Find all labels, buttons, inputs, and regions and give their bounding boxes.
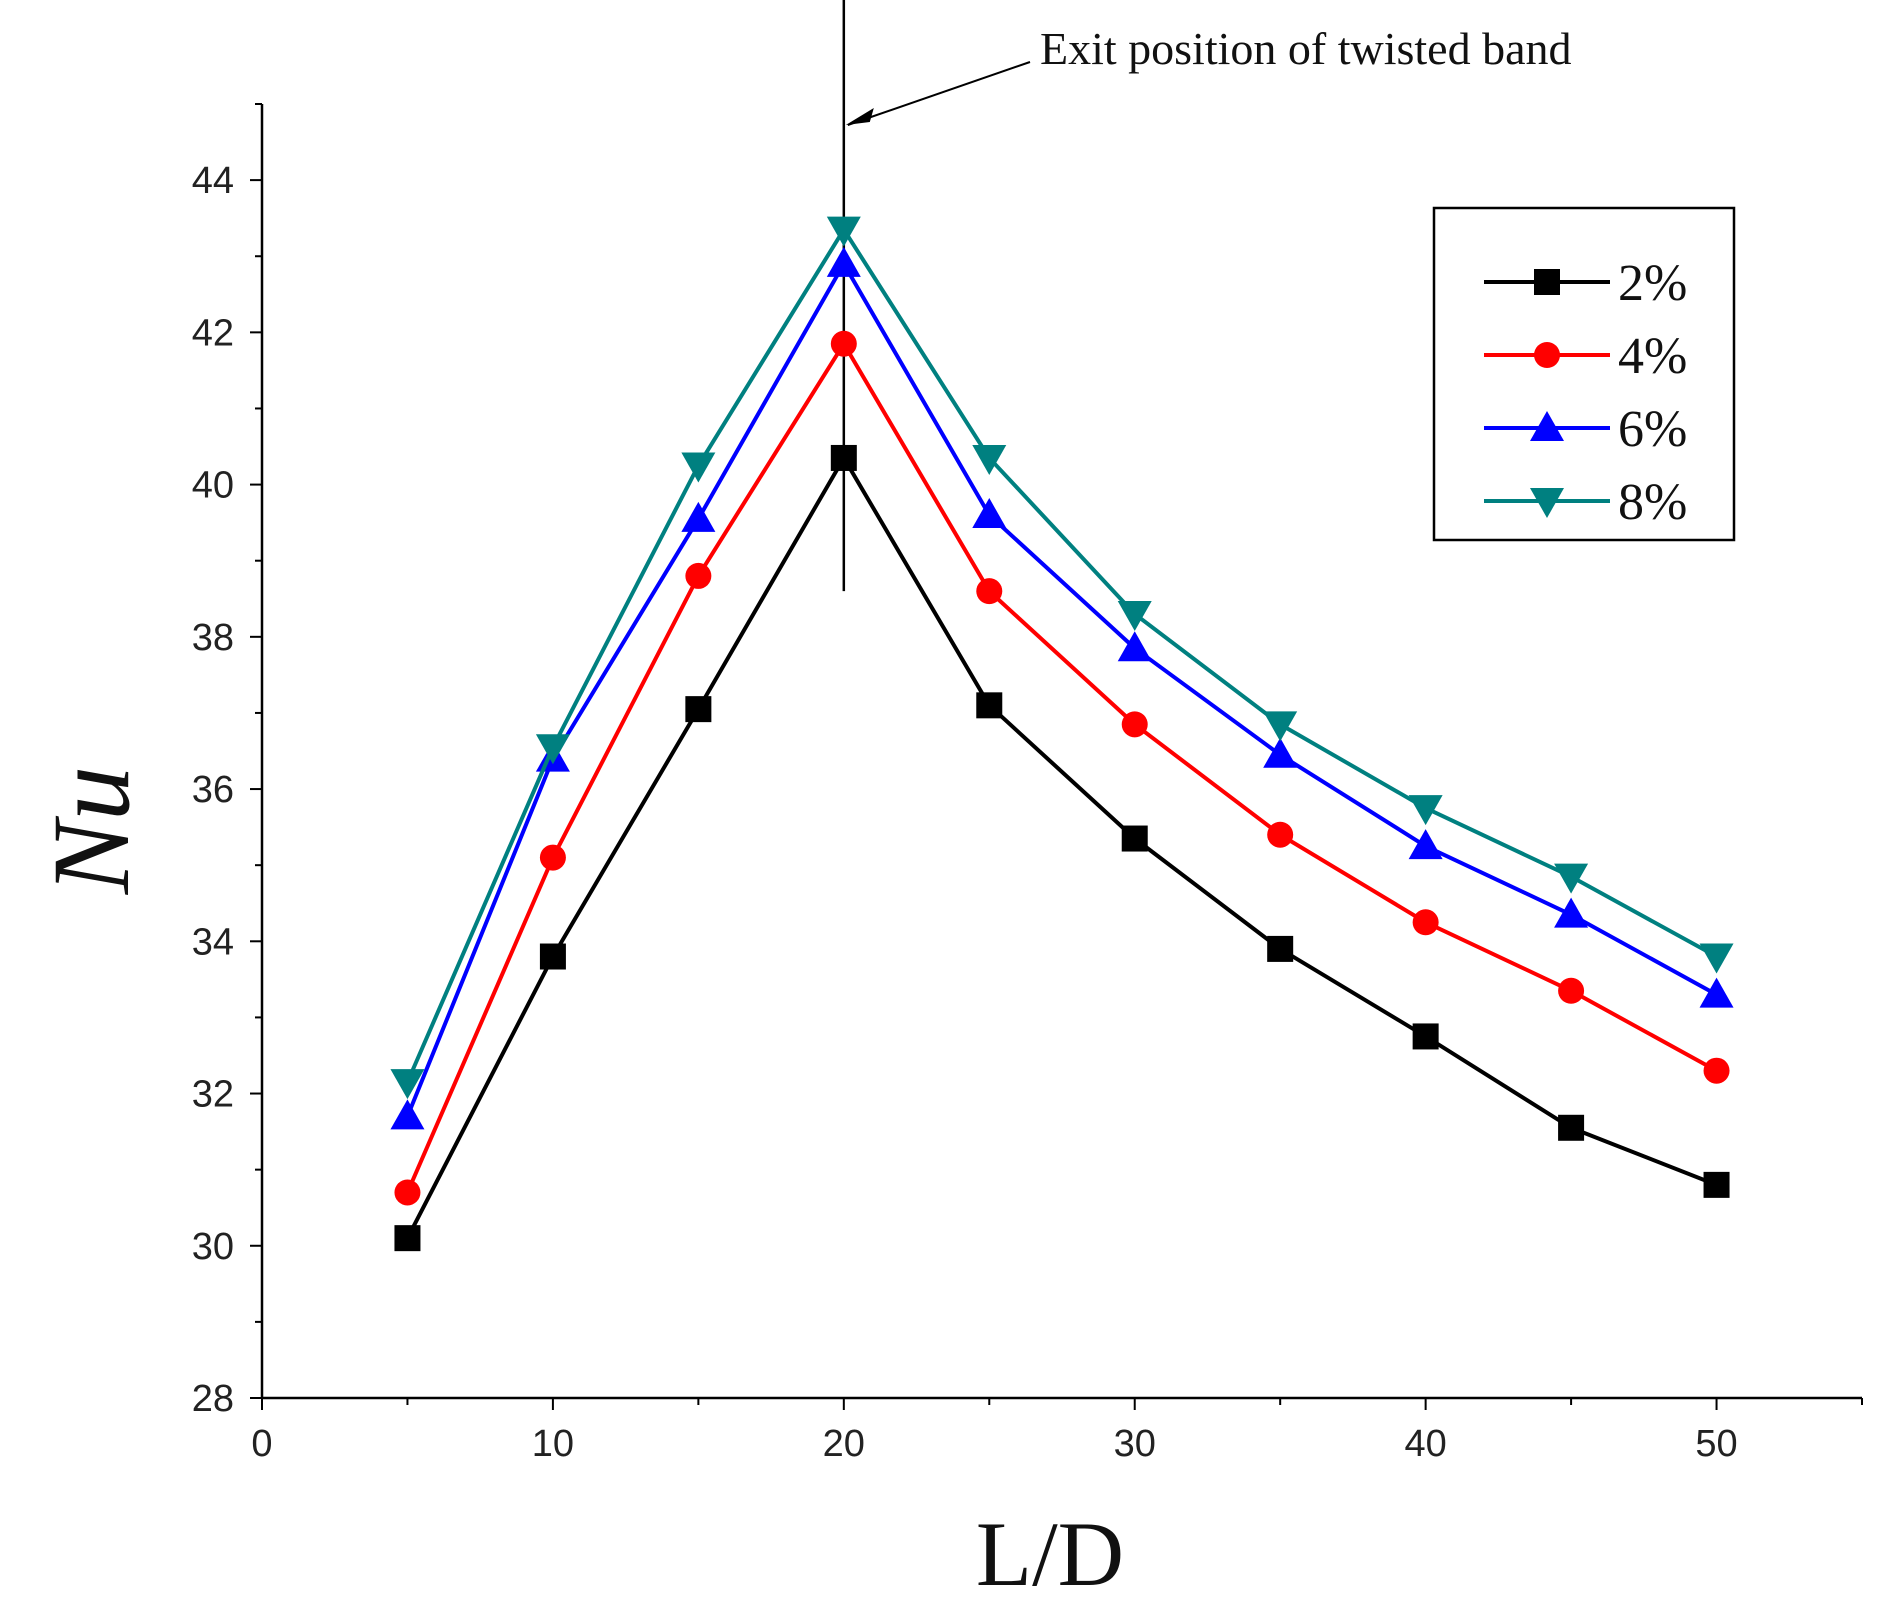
x-axis-title: L/D: [976, 1503, 1124, 1605]
legend: 2% 4% 6% 8%: [1432, 206, 1736, 542]
data-point: [1554, 897, 1589, 928]
data-point: [1267, 935, 1294, 962]
series-line: [405, 227, 1718, 1083]
y-tick-label: 38: [192, 617, 234, 659]
data-point: [685, 562, 712, 589]
data-point: [972, 498, 1007, 529]
data-point: [1121, 711, 1148, 738]
data-point: [830, 444, 857, 471]
legend-swatch-marker: [1530, 488, 1564, 518]
annotation-arrow-head: [845, 108, 874, 125]
legend-swatch-marker: [1534, 342, 1560, 368]
data-point: [535, 734, 570, 765]
data-point: [394, 1225, 421, 1252]
data-point: [685, 696, 712, 723]
data-point: [681, 501, 716, 532]
y-tick-label: 28: [192, 1378, 234, 1420]
annotation: Exit position of twisted band: [842, 0, 1572, 592]
data-point: [1121, 825, 1148, 852]
data-point: [976, 578, 1003, 605]
data-point: [390, 1069, 425, 1100]
data-point: [826, 216, 861, 247]
data-point: [1412, 909, 1439, 936]
series-2pct: [394, 444, 1730, 1252]
data-point: [1554, 863, 1589, 894]
data-point: [539, 844, 566, 871]
annotation-arrow-shaft: [847, 61, 1031, 126]
data-point: [1117, 631, 1152, 662]
series-4pct: [394, 330, 1730, 1206]
data-point: [1412, 1023, 1439, 1050]
legend-item: 6%: [1484, 401, 1687, 458]
data-point: [681, 452, 716, 483]
y-axis-title: Nu: [30, 766, 152, 895]
data-point: [972, 444, 1007, 475]
data-point: [1408, 829, 1443, 860]
y-tick-label: 40: [192, 465, 234, 507]
series-6pct: [390, 246, 1734, 1130]
x-tick-label: 0: [251, 1423, 272, 1465]
data-point: [394, 1179, 421, 1206]
data-point: [1263, 737, 1298, 768]
legend-swatch-marker: [1530, 411, 1564, 441]
data-point: [1558, 977, 1585, 1004]
legend-label: 2%: [1618, 255, 1687, 312]
legend-label: 8%: [1618, 474, 1687, 531]
data-point: [1267, 821, 1294, 848]
data-point: [826, 246, 861, 277]
x-tick-label: 20: [823, 1423, 865, 1465]
legend-swatch-marker: [1534, 269, 1560, 295]
legend-label: 4%: [1618, 328, 1687, 385]
data-point: [539, 943, 566, 970]
series-line: [405, 261, 1718, 1118]
legend-box: [1432, 206, 1736, 542]
data-point: [1408, 795, 1443, 826]
y-tick-label: 42: [192, 312, 234, 354]
x-tick-label: 50: [1695, 1423, 1737, 1465]
data-point: [1699, 977, 1734, 1008]
y-tick-label: 30: [192, 1226, 234, 1268]
series-line: [405, 341, 1718, 1194]
x-tick-label: 40: [1404, 1423, 1446, 1465]
data-point: [1263, 711, 1298, 742]
data-point: [1558, 1114, 1585, 1141]
x-tick-label: 10: [532, 1423, 574, 1465]
y-tick-label: 44: [192, 160, 234, 202]
x-tick-label: 30: [1114, 1423, 1156, 1465]
y-tick-label: 36: [192, 769, 234, 811]
series-8pct: [390, 216, 1734, 1100]
legend-item: 2%: [1484, 255, 1687, 312]
annotation-text: Exit position of twisted band: [1040, 23, 1572, 74]
series-line: [405, 455, 1718, 1240]
data-point: [1699, 943, 1734, 974]
legend-item: 8%: [1484, 474, 1687, 531]
y-tick-label: 32: [192, 1074, 234, 1116]
data-point: [1703, 1057, 1730, 1084]
axes: 0 10 20 30 40 50 28 30 32 34 36 38 40 42 44: [192, 103, 1863, 1465]
data-point: [830, 330, 857, 357]
series-layer: [390, 216, 1734, 1252]
data-point: [976, 692, 1003, 719]
data-point: [1117, 600, 1152, 631]
legend-item: 4%: [1484, 328, 1687, 385]
data-point: [1703, 1171, 1730, 1198]
legend-label: 6%: [1618, 401, 1687, 458]
data-point: [390, 1099, 425, 1130]
y-tick-label: 34: [192, 921, 234, 963]
